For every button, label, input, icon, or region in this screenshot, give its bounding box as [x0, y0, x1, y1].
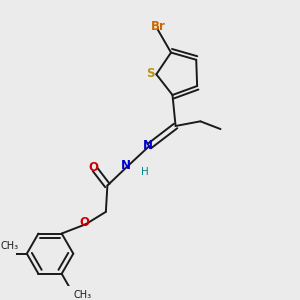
- Text: N: N: [121, 159, 131, 172]
- Text: O: O: [88, 161, 98, 174]
- Text: H: H: [141, 167, 148, 177]
- Text: Br: Br: [150, 20, 165, 32]
- Text: CH₃: CH₃: [1, 241, 19, 251]
- Text: O: O: [79, 216, 89, 229]
- Text: CH₃: CH₃: [73, 290, 92, 300]
- Text: N: N: [143, 139, 153, 152]
- Text: S: S: [146, 67, 155, 80]
